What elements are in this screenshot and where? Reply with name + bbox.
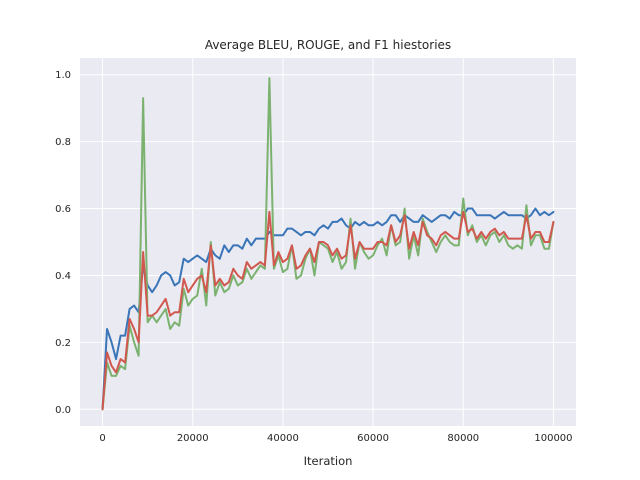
y-tick-label: 1.0 (55, 70, 71, 81)
x-axis-label: Iteration (304, 454, 353, 468)
chart-title: Average BLEU, ROUGE, and F1 hiestories (205, 38, 451, 52)
x-tick-labels: 0 20000 40000 60000 80000 100000 (99, 433, 572, 444)
y-tick-label: 0.6 (55, 204, 71, 215)
series-line-3 (101, 210, 555, 411)
y-tick-label: 0.4 (55, 271, 71, 282)
plot-area (80, 58, 576, 426)
x-tick-label: 100000 (534, 433, 572, 444)
y-tick-label: 0.0 (55, 405, 71, 416)
x-tick-label: 60000 (357, 433, 389, 444)
series-line-1 (101, 207, 555, 411)
series-line-2 (101, 77, 555, 411)
x-tick-label: 40000 (267, 433, 299, 444)
y-tick-label: 0.2 (55, 338, 71, 349)
series-layer (101, 77, 555, 411)
grid (80, 58, 576, 426)
x-tick-label: 80000 (447, 433, 479, 444)
x-tick-label: 0 (99, 433, 105, 444)
y-tick-label: 0.8 (55, 137, 71, 148)
x-tick-label: 20000 (177, 433, 209, 444)
y-tick-labels: 0.0 0.2 0.4 0.6 0.8 1.0 (55, 70, 71, 416)
